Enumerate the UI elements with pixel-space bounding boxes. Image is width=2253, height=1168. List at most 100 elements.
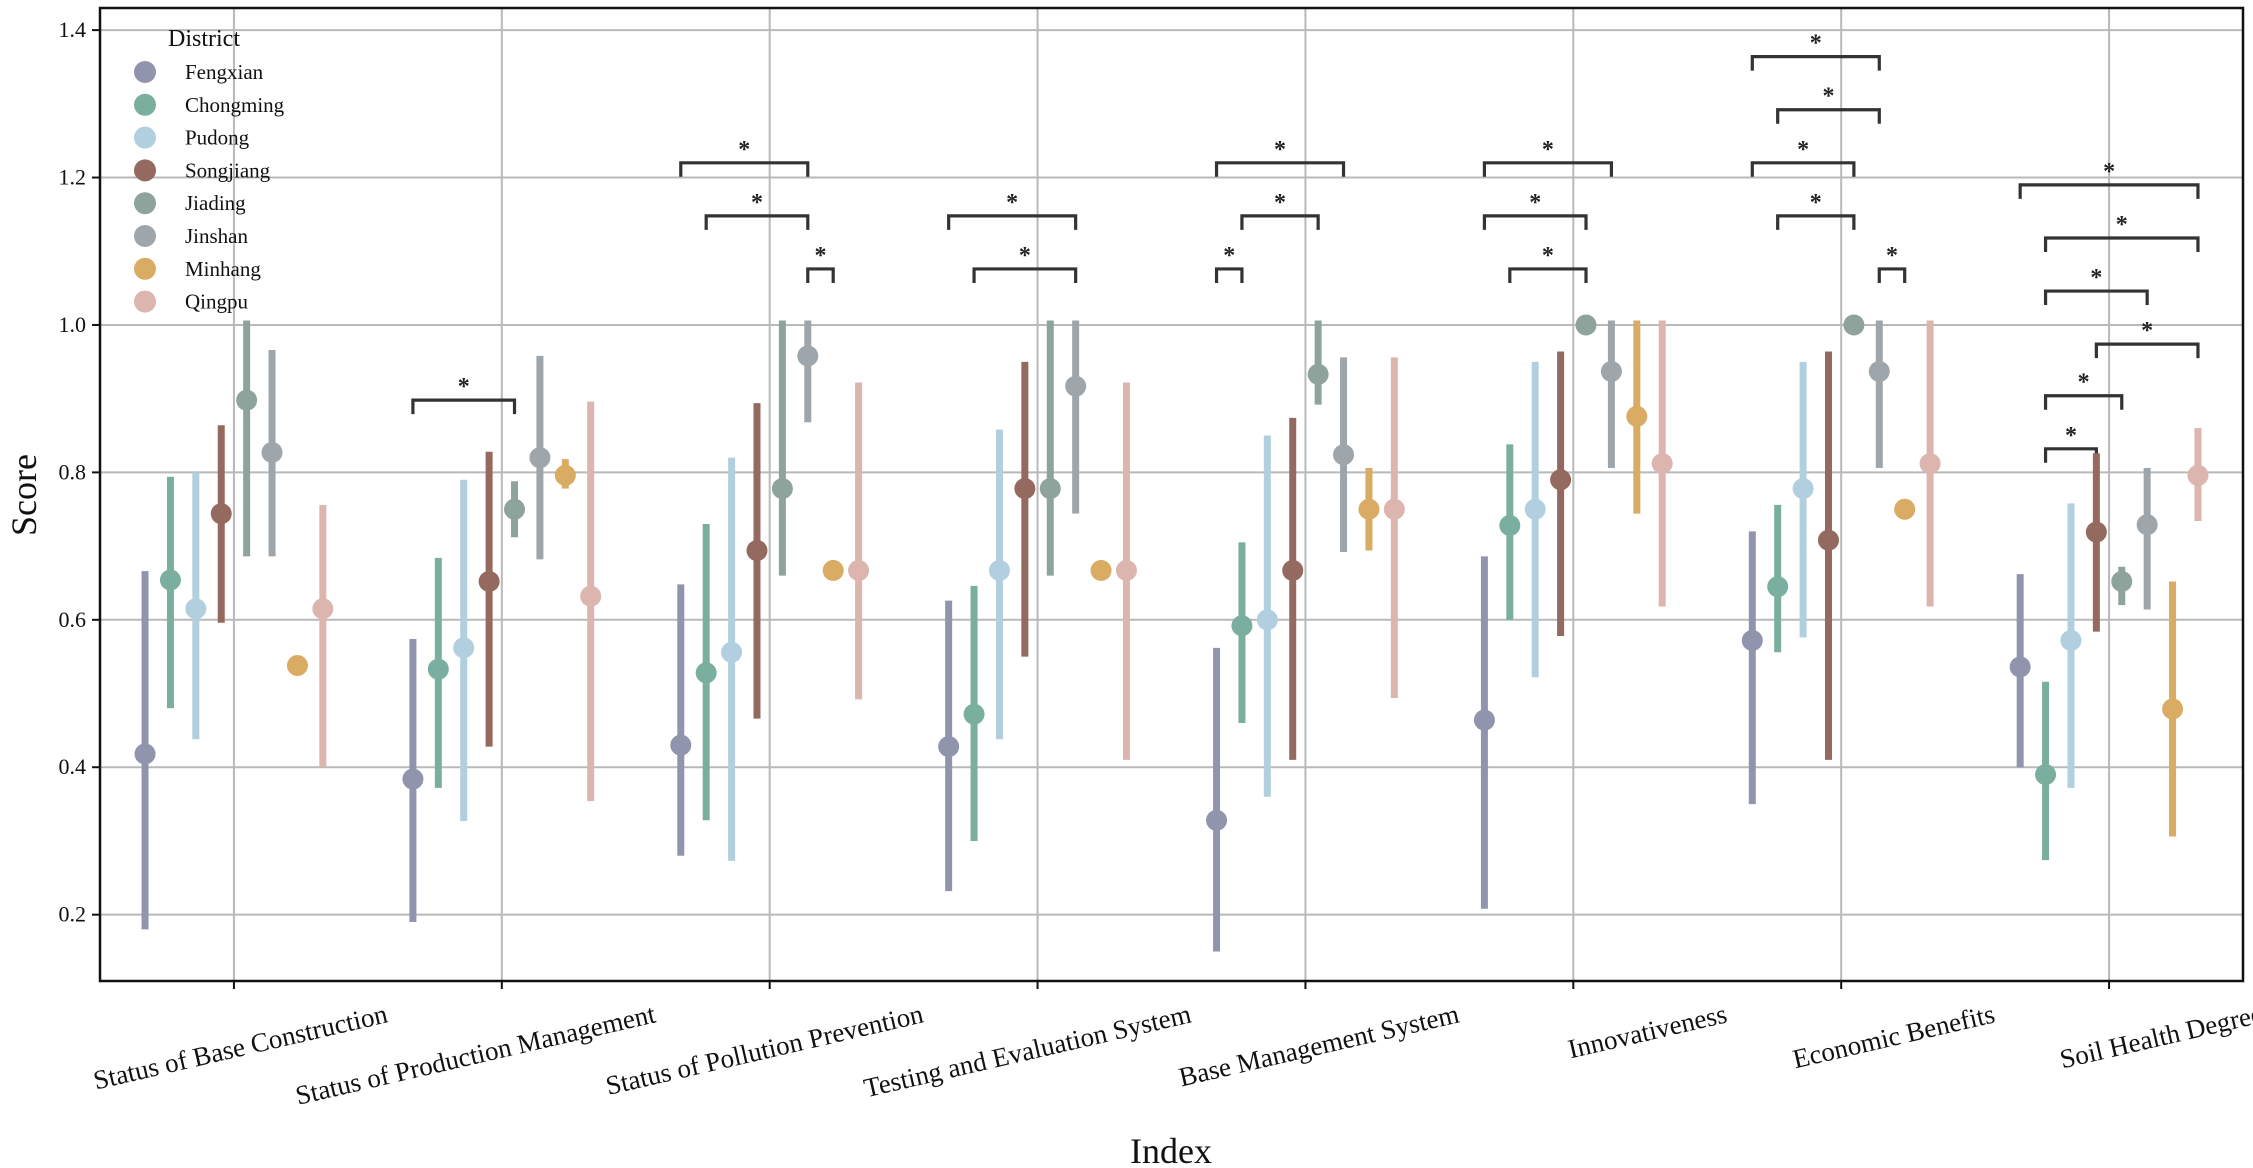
data-point [988,559,1010,581]
legend-label: Pudong [185,126,250,150]
x-tick-label: Soil Health Degree [2057,999,2253,1075]
significance-bracket [1877,267,1907,283]
data-point [695,662,717,684]
data-point [261,441,283,463]
data-point [2009,656,2031,678]
y-axis-title: Score [4,454,44,536]
x-tick-label: Base Management System [1176,999,1462,1093]
significance-bracket [972,267,1078,283]
data-point [1868,360,1890,382]
data-point [1333,444,1355,466]
data-point [427,658,449,680]
significance-bracket [1776,214,1856,230]
data-point [938,736,960,758]
significance-star: * [1274,190,1286,216]
significance-bracket [1750,161,1856,177]
data-point [478,570,500,592]
data-point [286,655,308,677]
data-point [822,559,844,581]
data-point [771,478,793,500]
significance-star: * [1542,137,1554,163]
significance-star: * [2116,212,2128,238]
data-point [134,743,156,765]
data-point [1358,498,1380,520]
significance-star: * [2103,159,2115,185]
data-point [402,768,424,790]
data-point [1919,453,1941,475]
significance-bracket [1508,267,1588,283]
data-point [1626,405,1648,427]
significance-bracket [947,214,1078,230]
significance-bracket [1776,108,1881,124]
significance-star: * [751,190,763,216]
legend-label: Songjiang [185,158,271,182]
significance-bracket [1750,55,1881,71]
data-point [2060,629,2082,651]
data-point [1065,375,1087,397]
data-point [2085,521,2107,543]
significance-bracket [1482,214,1588,230]
significance-star: * [1223,243,1235,269]
significance-star: * [1886,243,1898,269]
significance-bracket [1214,161,1346,177]
x-tick-label: Innovativeness [1565,999,1730,1065]
significance-star: * [1274,137,1286,163]
data-point [848,559,870,581]
significance-star: * [738,137,750,163]
data-point [554,464,576,486]
data-point [580,585,602,607]
significance-star: * [1006,190,1018,216]
significance-bracket [2043,394,2124,410]
y-tick-label: 0.8 [59,459,87,484]
y-tick-label: 0.6 [59,607,87,632]
data-point [2162,698,2184,720]
significance-bracket [1482,161,1614,177]
significance-bracket [2094,342,2200,359]
data-point [2187,464,2209,486]
significance-bracket [1240,214,1320,230]
significance-star: * [458,374,470,400]
data-point [1894,498,1916,520]
data-point [1231,615,1253,637]
data-point [1039,478,1061,500]
data-point [453,637,475,659]
legend-marker [134,225,156,247]
grid-layer [100,8,2243,981]
legend-label: Jiading [185,191,246,215]
plot-frame [98,6,2245,983]
significance-bracket [411,398,517,415]
legend-marker [134,126,156,149]
significance-star: * [1542,243,1554,269]
significance-bracket [2043,289,2149,306]
data-point [159,569,181,591]
significance-star: * [1810,190,1822,216]
x-tick-label: Economic Benefits [1790,999,1998,1075]
significance-star: * [1019,243,1031,269]
significance-star: * [1797,137,1809,163]
significance-star: * [1822,84,1834,110]
data-point [1600,360,1622,382]
significance-bracket [806,267,835,283]
y-tick-label: 0.4 [59,754,87,779]
data-point [1651,453,1673,475]
legend-label: Minhang [185,257,261,281]
data-point [1767,576,1789,598]
x-axis-title: Index [1130,1131,1212,1168]
y-tick-label: 1.4 [59,17,87,42]
legend-label: Jinshan [185,224,249,248]
series-layer [134,314,2209,952]
y-tick-label: 0.2 [59,902,87,927]
significance-bracket [2018,183,2200,199]
data-point [1383,498,1405,520]
significance-star: * [2141,318,2153,344]
legend-marker [134,257,156,280]
data-point [2136,514,2158,536]
significance-star: * [2078,370,2090,396]
data-point [1550,469,1572,491]
legend-label: Chongming [185,93,285,117]
data-point [1206,809,1228,831]
data-point [721,641,743,663]
data-point [670,734,692,756]
legend-label: Fengxian [185,60,264,84]
data-point [1115,559,1137,581]
